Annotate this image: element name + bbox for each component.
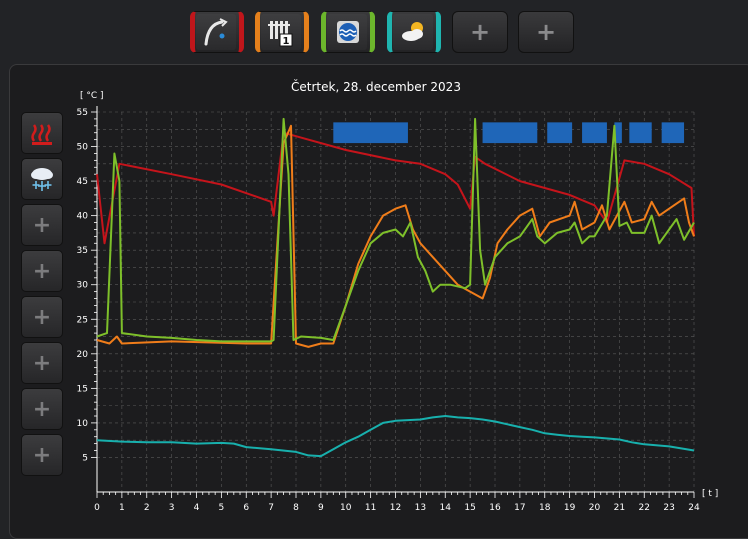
heat-waves-icon xyxy=(31,124,52,145)
series-line-4 xyxy=(96,415,695,458)
plus-icon: + xyxy=(32,396,52,422)
toolbar-heating-circuit-1-button[interactable]: 1 xyxy=(255,11,309,53)
heating-bar xyxy=(582,122,607,144)
x-tick-label: 0 xyxy=(94,503,100,513)
x-tick-label: 21 xyxy=(614,503,625,513)
series-line-3 xyxy=(96,117,695,343)
pool-water-icon xyxy=(337,21,359,43)
side-add-button-3[interactable]: + xyxy=(21,296,63,338)
x-tick-label: 10 xyxy=(340,503,352,513)
y-tick-label: 40 xyxy=(77,212,89,222)
x-tick-label: 13 xyxy=(415,503,426,513)
y-tick-label: 10 xyxy=(77,419,89,429)
heating-bar xyxy=(482,122,538,144)
toolbar-water-tap-button[interactable] xyxy=(190,11,244,53)
heating-bar xyxy=(547,122,573,144)
plus-icon: + xyxy=(535,18,557,46)
side-add-button-1[interactable]: + xyxy=(21,204,63,246)
side-add-button-6[interactable]: + xyxy=(21,434,63,476)
x-tick-label: 4 xyxy=(194,503,200,513)
toolbar-pool-button[interactable] xyxy=(321,11,375,53)
toolbar-weather-button[interactable] xyxy=(387,11,441,53)
heating-on-bars xyxy=(333,122,685,144)
x-tick-label: 3 xyxy=(169,503,175,513)
x-tick-label: 14 xyxy=(440,503,452,513)
sun-cloud-icon xyxy=(402,22,423,41)
heating-bar xyxy=(661,122,685,144)
x-tick-label: 11 xyxy=(365,503,376,513)
x-tick-label: 18 xyxy=(539,503,551,513)
x-tick-label: 1 xyxy=(119,503,125,513)
x-tick-label: 20 xyxy=(589,503,601,513)
plus-icon: + xyxy=(32,212,52,238)
x-tick-label: 9 xyxy=(318,503,324,513)
svg-text:1: 1 xyxy=(283,36,290,47)
toolbar-add-button-2[interactable]: + xyxy=(518,11,574,53)
x-tick-label: 23 xyxy=(663,503,674,513)
x-tick-label: 15 xyxy=(464,503,475,513)
y-tick-label: 25 xyxy=(77,315,88,325)
heating-bar xyxy=(333,122,408,144)
y-tick-label: 15 xyxy=(77,384,88,394)
x-tick-label: 16 xyxy=(489,503,501,513)
x-tick-label: 6 xyxy=(243,503,249,513)
series-line-1 xyxy=(96,131,695,245)
x-tick-label: 19 xyxy=(564,503,576,513)
plus-icon: + xyxy=(469,18,491,46)
toolbar-add-button-1[interactable]: + xyxy=(452,11,508,53)
y-tick-label: 20 xyxy=(77,350,89,360)
x-tick-label: 24 xyxy=(688,503,700,513)
y-tick-label: 45 xyxy=(77,177,88,187)
radiator-1-icon: 1 xyxy=(268,21,293,47)
y-tick-label: 30 xyxy=(77,281,89,291)
y-tick-label: 35 xyxy=(77,246,88,256)
x-tick-label: 22 xyxy=(639,503,650,513)
heating-bar xyxy=(629,122,652,144)
series-line-2 xyxy=(96,124,695,348)
chart-series xyxy=(96,117,695,458)
x-tick-label: 12 xyxy=(390,503,401,513)
side-heating-mode-button[interactable] xyxy=(21,112,63,154)
x-tick-label: 2 xyxy=(144,503,150,513)
side-add-button-5[interactable]: + xyxy=(21,388,63,430)
y-axis-label: [ °C ] xyxy=(80,91,104,101)
side-add-button-4[interactable]: + xyxy=(21,342,63,384)
x-tick-label: 17 xyxy=(514,503,525,513)
water-tap-icon xyxy=(204,18,228,46)
chart-title: Četrtek, 28. december 2023 xyxy=(291,80,461,94)
chart-grid xyxy=(96,111,695,492)
chart-panel xyxy=(9,64,748,539)
plus-icon: + xyxy=(32,442,52,468)
y-tick-label: 5 xyxy=(82,453,88,463)
plus-icon: + xyxy=(32,350,52,376)
heating-bar xyxy=(614,122,622,144)
x-axis-label: [ t ] xyxy=(702,489,718,499)
side-add-button-2[interactable]: + xyxy=(21,250,63,292)
plus-icon: + xyxy=(32,258,52,284)
x-tick-label: 7 xyxy=(268,503,274,513)
y-tick-label: 50 xyxy=(77,143,89,153)
side-cooling-mode-button[interactable] xyxy=(21,158,63,200)
y-tick-label: 55 xyxy=(77,108,88,118)
plus-icon: + xyxy=(32,304,52,330)
x-tick-label: 5 xyxy=(219,503,225,513)
x-tick-label: 8 xyxy=(293,503,299,513)
top-toolbar: 1 + + xyxy=(0,0,748,62)
snowflake-icon xyxy=(31,168,53,191)
